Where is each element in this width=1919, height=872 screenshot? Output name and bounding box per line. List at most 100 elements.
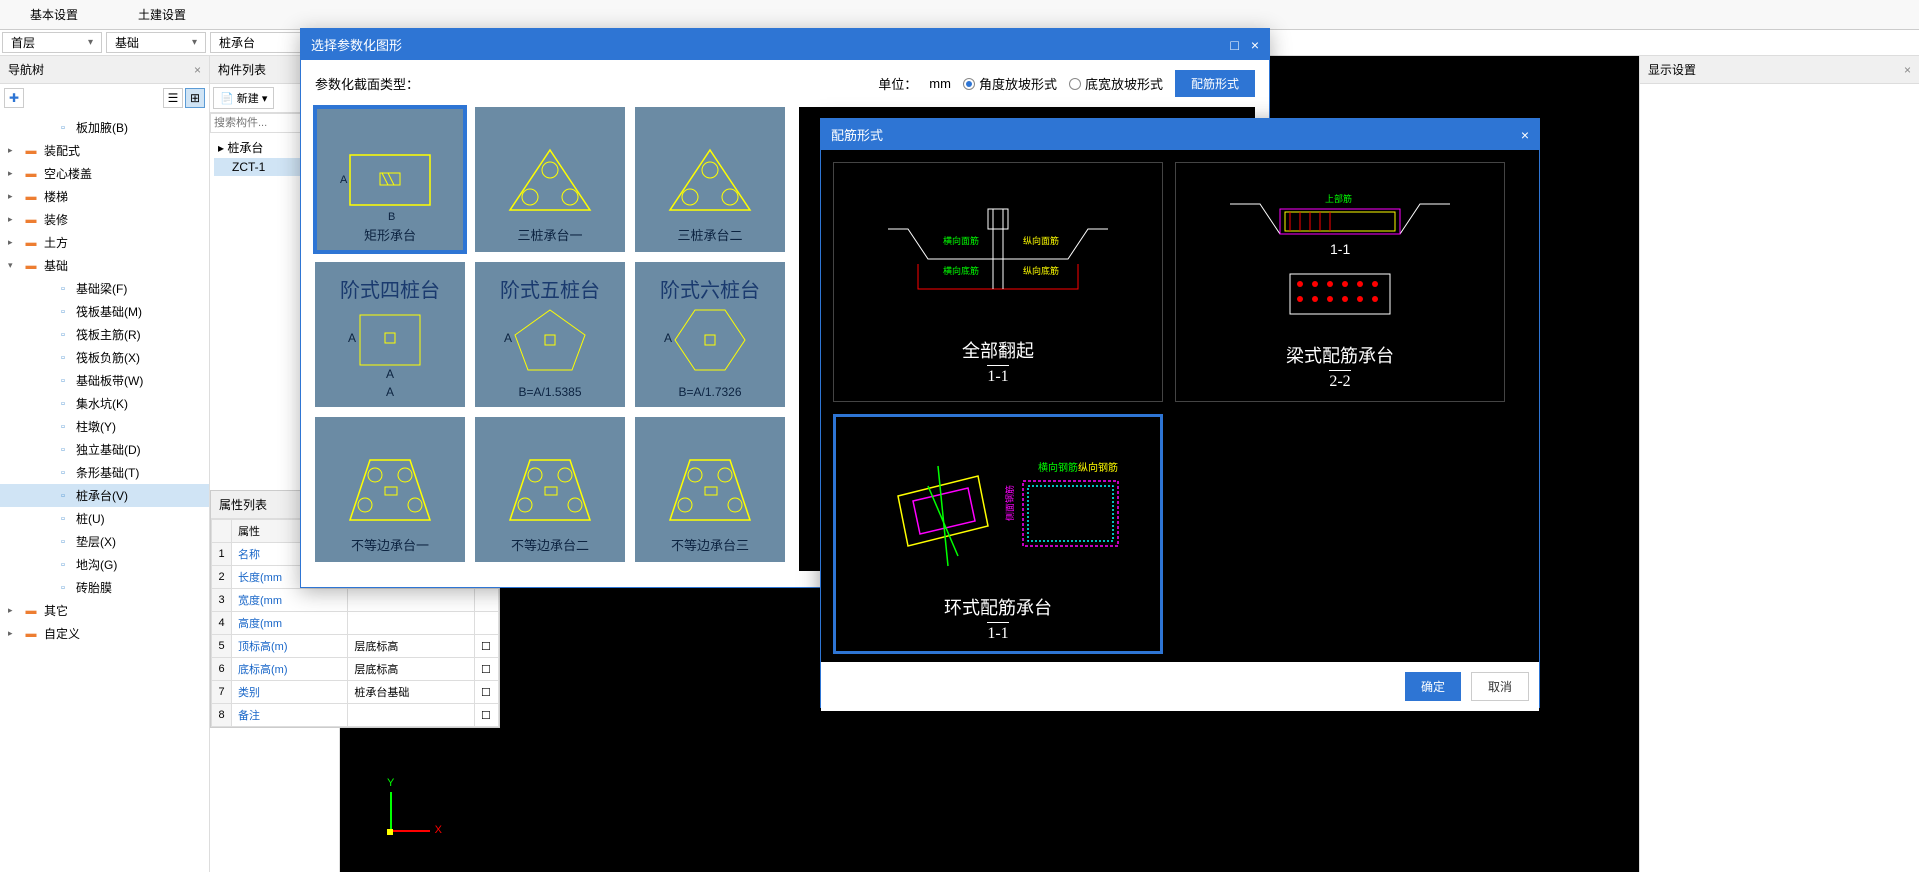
ribbon-tab-civil[interactable]: 土建设置 xyxy=(108,0,216,29)
radio-width[interactable]: 底宽放坡形式 xyxy=(1069,74,1163,93)
modal2-titlebar[interactable]: 配筋形式 × xyxy=(821,119,1539,150)
shape-option[interactable]: 不等边承台一 xyxy=(315,417,465,562)
ok-button[interactable]: 确定 xyxy=(1405,672,1461,701)
tree-label: 条形基础(T) xyxy=(76,464,139,481)
tree-item[interactable]: ▫基础梁(F) xyxy=(0,277,209,300)
property-row[interactable]: 3宽度(mm xyxy=(212,589,499,612)
tree-item[interactable]: ▸▬土方 xyxy=(0,231,209,254)
svg-text:B: B xyxy=(388,211,395,223)
modal2-close-icon[interactable]: × xyxy=(1521,127,1529,143)
tree-item[interactable]: ▫垫层(X) xyxy=(0,530,209,553)
folder-icon: ▬ xyxy=(24,167,38,181)
tree-item[interactable]: ▫条形基础(T) xyxy=(0,461,209,484)
unit-value: mm xyxy=(929,76,951,91)
rebar-style-button[interactable]: 配筋形式 xyxy=(1175,70,1255,97)
expand-icon[interactable]: ▸ xyxy=(8,191,18,202)
modal1-maximize-icon[interactable]: □ xyxy=(1230,37,1238,53)
tree-item[interactable]: ▸▬其它 xyxy=(0,599,209,622)
tree-label: 基础 xyxy=(44,257,68,274)
ribbon: 基本设置 土建设置 xyxy=(0,0,1919,30)
tree-item[interactable]: ▫ 集水坑(K) xyxy=(0,392,209,415)
nav-add-icon[interactable]: ✚ xyxy=(4,88,24,108)
shape-option[interactable]: 三桩承台一 xyxy=(475,107,625,252)
nav-grid-icon[interactable]: ⊞ xyxy=(185,88,205,108)
svg-text:上部筋: 上部筋 xyxy=(1325,193,1352,204)
tree-item[interactable]: ▸▬空心楼盖 xyxy=(0,162,209,185)
tree-item[interactable]: ▫筏板基础(M) xyxy=(0,300,209,323)
tree-label: 桩(U) xyxy=(76,510,105,527)
property-row[interactable]: 7类别桩承台基础☐ xyxy=(212,681,499,704)
tree-item[interactable]: ▫筏板主筋(R) xyxy=(0,323,209,346)
svg-text:横向底筋: 横向底筋 xyxy=(943,265,979,276)
modal2-title: 配筋形式 xyxy=(831,125,883,144)
radio-angle[interactable]: 角度放坡形式 xyxy=(963,74,1057,93)
tree-item[interactable]: ▫砖胎膜 xyxy=(0,576,209,599)
tree-label: 其它 xyxy=(44,602,68,619)
tree-item[interactable]: ▫地沟(G) xyxy=(0,553,209,576)
tree-item[interactable]: ▫基础板带(W) xyxy=(0,369,209,392)
expand-icon[interactable]: ▸ xyxy=(8,168,18,179)
expand-icon[interactable]: ▾ xyxy=(8,260,18,271)
tree-label: 集水坑(K) xyxy=(76,395,128,412)
tree-label: 筏板负筋(X) xyxy=(76,349,140,366)
tree-item[interactable]: ▸▬装配式 xyxy=(0,139,209,162)
tree-item[interactable]: ▫桩承台(V) xyxy=(0,484,209,507)
rebar-style-dialog: 配筋形式 × 横向面筋纵向面筋横向底筋纵向底筋全部翻起1-1上部筋1-1梁式配筋… xyxy=(820,118,1540,708)
shape-option[interactable]: 三桩承台二 xyxy=(635,107,785,252)
unit-label: 单位： xyxy=(878,74,917,93)
shape-option[interactable]: 不等边承台三 xyxy=(635,417,785,562)
modal1-close-icon[interactable]: × xyxy=(1251,37,1259,53)
display-close-icon[interactable]: × xyxy=(1904,63,1911,77)
shape-option[interactable]: AA阶式四桩台A xyxy=(315,262,465,407)
shape-label: 不等边承台一 xyxy=(317,535,463,554)
svg-text:纵向底筋: 纵向底筋 xyxy=(1023,265,1059,276)
ribbon-tab-basic[interactable]: 基本设置 xyxy=(0,0,108,29)
expand-icon[interactable]: ▸ xyxy=(8,605,18,616)
tree-item[interactable]: ▸▬装修 xyxy=(0,208,209,231)
tree-item[interactable]: ▫ 筏板负筋(X) xyxy=(0,346,209,369)
property-row[interactable]: 8备注☐ xyxy=(212,704,499,727)
shape-label: 不等边承台二 xyxy=(477,535,623,554)
expand-icon[interactable]: ▸ xyxy=(8,237,18,248)
shape-label: 不等边承台三 xyxy=(637,535,783,554)
tree-item[interactable]: ▸▬楼梯 xyxy=(0,185,209,208)
tree-item[interactable]: ▫板加腋(B) xyxy=(0,116,209,139)
tree-item[interactable]: ▫桩(U) xyxy=(0,507,209,530)
expand-icon[interactable]: ▸ xyxy=(8,214,18,225)
tree-item[interactable]: ▫柱墩(Y) xyxy=(0,415,209,438)
item-icon: ▫ xyxy=(56,420,70,434)
shape-option[interactable]: AB矩形承台 xyxy=(315,107,465,252)
item-icon: ▫ xyxy=(56,397,70,411)
rebar-option[interactable]: 横向面筋纵向面筋横向底筋纵向底筋全部翻起1-1 xyxy=(833,162,1163,402)
item-icon: ▫ xyxy=(56,558,70,572)
shape-option[interactable]: 不等边承台二 xyxy=(475,417,625,562)
property-row[interactable]: 5顶标高(m)层底标高☐ xyxy=(212,635,499,658)
shape-title: 阶式四桩台 xyxy=(317,274,463,303)
item-icon: ▫ xyxy=(56,282,70,296)
tree-label: 土方 xyxy=(44,234,68,251)
category-dropdown[interactable]: 基础 xyxy=(106,32,206,53)
tree-item[interactable]: ▫独立基础(D) xyxy=(0,438,209,461)
comp-new-button[interactable]: 📄 新建 ▾ xyxy=(213,87,274,109)
rebar-option[interactable]: 上部筋1-1梁式配筋承台2-2 xyxy=(1175,162,1505,402)
nav-close-icon[interactable]: × xyxy=(194,63,201,77)
nav-list-icon[interactable]: ☰ xyxy=(163,88,183,108)
expand-icon[interactable]: ▸ xyxy=(8,628,18,639)
modal1-titlebar[interactable]: 选择参数化图形 □ × xyxy=(301,29,1269,60)
tree-label: 筏板主筋(R) xyxy=(76,326,141,343)
shape-title: 阶式五桩台 xyxy=(477,274,623,303)
nav-header: 导航树 × xyxy=(0,56,209,84)
floor-dropdown[interactable]: 首层 xyxy=(2,32,102,53)
tree-item[interactable]: ▾ ▬ 基础 xyxy=(0,254,209,277)
cancel-button[interactable]: 取消 xyxy=(1471,672,1529,701)
item-icon: ▫ xyxy=(56,351,70,365)
expand-icon[interactable]: ▸ xyxy=(8,145,18,156)
shape-option[interactable]: A阶式六桩台B=A/1.7326 xyxy=(635,262,785,407)
tree-item[interactable]: ▸▬自定义 xyxy=(0,622,209,645)
property-row[interactable]: 6底标高(m)层底标高☐ xyxy=(212,658,499,681)
folder-icon: ▬ xyxy=(24,259,38,273)
rebar-option[interactable]: 横向钢筋纵向钢筋侧面钢筋环式配筋承台1-1 xyxy=(833,414,1163,654)
property-row[interactable]: 4高度(mm xyxy=(212,612,499,635)
tree-label: 自定义 xyxy=(44,625,80,642)
shape-option[interactable]: A阶式五桩台B=A/1.5385 xyxy=(475,262,625,407)
